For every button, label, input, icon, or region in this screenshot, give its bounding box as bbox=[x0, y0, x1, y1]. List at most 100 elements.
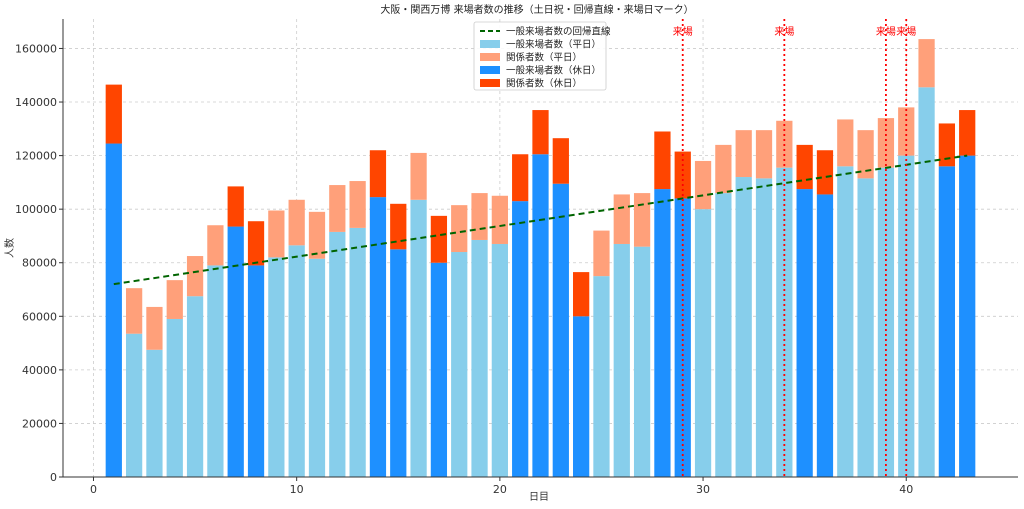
bar-related-weekday bbox=[877, 118, 895, 168]
bar-general-holiday bbox=[796, 189, 813, 477]
bar-related-holiday bbox=[390, 203, 407, 250]
bar-general-holiday bbox=[105, 143, 122, 477]
bar-general-holiday bbox=[552, 183, 569, 477]
bar-general-weekday bbox=[918, 87, 935, 477]
bar-general-holiday bbox=[573, 316, 590, 477]
y-tick-label: 160000 bbox=[15, 42, 57, 55]
tick-labels: 0 20000 40000 60000 80000 100000 120000 140000 1… bbox=[15, 42, 913, 496]
bar-related-weekday bbox=[451, 205, 468, 253]
bar-general-holiday bbox=[532, 154, 549, 477]
bar-general-holiday bbox=[654, 189, 671, 477]
y-tick-label: 140000 bbox=[15, 96, 57, 109]
bar-general-weekday bbox=[451, 252, 468, 477]
bar-related-holiday bbox=[938, 123, 956, 167]
y-tick-label: 0 bbox=[50, 471, 57, 484]
legend-label: 関係者数（平日） bbox=[506, 52, 582, 64]
bar-general-weekday bbox=[471, 239, 488, 477]
legend-swatch bbox=[480, 79, 500, 87]
bar-general-holiday bbox=[959, 155, 976, 477]
bars bbox=[105, 39, 976, 478]
bar-general-weekday bbox=[207, 265, 224, 477]
bar-general-weekday bbox=[410, 199, 427, 477]
bar-related-weekday bbox=[288, 199, 305, 246]
bar-general-weekday bbox=[593, 276, 610, 477]
x-tick-label: 20 bbox=[493, 483, 507, 496]
bar-general-holiday bbox=[247, 265, 265, 477]
regression-layer bbox=[113, 154, 968, 286]
visit-marker-label: 来場 bbox=[876, 25, 896, 38]
bar-related-weekday bbox=[268, 210, 285, 258]
legend-swatch bbox=[480, 66, 500, 74]
bar-related-weekday bbox=[186, 256, 204, 297]
bar-general-weekday bbox=[186, 296, 204, 477]
y-tick-label: 100000 bbox=[15, 203, 57, 216]
bar-general-weekday bbox=[755, 178, 773, 477]
bar-related-weekday bbox=[918, 39, 935, 88]
bar-general-weekday bbox=[491, 243, 508, 477]
bar-general-holiday bbox=[430, 262, 448, 477]
bar-related-weekday bbox=[410, 152, 427, 200]
bar-related-holiday bbox=[247, 221, 265, 266]
bar-related-holiday bbox=[816, 150, 834, 195]
bar-general-weekday bbox=[715, 193, 732, 477]
bar-general-weekday bbox=[288, 245, 305, 477]
bar-general-weekday bbox=[308, 258, 326, 477]
bar-general-weekday bbox=[837, 166, 854, 477]
legend-label: 一般来場者数（休日） bbox=[506, 65, 601, 77]
legend-box bbox=[473, 21, 607, 91]
bar-general-weekday bbox=[166, 318, 183, 477]
bar-related-holiday bbox=[573, 272, 590, 317]
bar-related-weekday bbox=[633, 193, 651, 247]
bar-related-weekday bbox=[491, 195, 508, 244]
bar-general-weekday bbox=[857, 178, 874, 477]
y-axis-label: 人数 bbox=[3, 238, 16, 258]
x-tick-label: 30 bbox=[696, 483, 710, 496]
y-tick-label: 40000 bbox=[22, 364, 57, 377]
bar-general-holiday bbox=[816, 194, 834, 478]
legend-swatch bbox=[480, 53, 500, 61]
visit-marker-label: 来場 bbox=[774, 25, 794, 38]
bar-general-weekday bbox=[633, 246, 651, 477]
bar-related-weekday bbox=[125, 288, 143, 334]
bar-general-weekday bbox=[349, 227, 366, 477]
bar-related-weekday bbox=[735, 130, 752, 178]
bar-related-holiday bbox=[512, 154, 529, 202]
bar-related-holiday bbox=[654, 131, 671, 190]
bar-related-weekday bbox=[349, 181, 366, 228]
bar-related-weekday bbox=[837, 119, 854, 167]
legend-label: 一般来場者数（平日） bbox=[506, 39, 601, 51]
bar-general-weekday bbox=[268, 257, 285, 477]
y-tick-label: 60000 bbox=[22, 310, 57, 323]
bar-general-holiday bbox=[674, 198, 691, 477]
bar-related-weekday bbox=[694, 160, 712, 210]
bar-related-holiday bbox=[959, 110, 976, 156]
bar-general-holiday bbox=[227, 226, 244, 477]
bar-related-weekday bbox=[857, 130, 874, 179]
bar-general-weekday bbox=[735, 177, 752, 478]
bar-related-holiday bbox=[552, 138, 569, 184]
bar-related-holiday bbox=[227, 186, 244, 227]
bar-related-weekday bbox=[471, 193, 488, 240]
bar-general-weekday bbox=[898, 155, 915, 477]
regression-line bbox=[113, 154, 968, 286]
x-axis-label: 日目 bbox=[529, 492, 549, 503]
visit-markers: 来場 来場 来場 来場 bbox=[673, 19, 916, 477]
bar-related-weekday bbox=[308, 211, 326, 259]
bar-general-holiday bbox=[369, 197, 387, 477]
legend: 一般来場者数の回帰直線一般来場者数（平日）関係者数（平日）一般来場者数（休日）関… bbox=[473, 21, 611, 91]
x-tick-label: 0 bbox=[90, 483, 97, 496]
bar-related-weekday bbox=[146, 306, 163, 350]
bar-related-weekday bbox=[613, 194, 630, 244]
y-tick-label: 80000 bbox=[22, 257, 57, 270]
x-tick-label: 10 bbox=[290, 483, 304, 496]
bar-related-weekday bbox=[715, 144, 732, 194]
bar-general-weekday bbox=[877, 167, 895, 478]
bar-related-weekday bbox=[898, 107, 915, 156]
bar-general-weekday bbox=[329, 231, 346, 477]
x-tick-label: 40 bbox=[899, 483, 913, 496]
bar-related-holiday bbox=[796, 144, 813, 190]
bar-related-holiday bbox=[430, 215, 448, 263]
bar-related-holiday bbox=[532, 110, 549, 155]
y-tick-label: 20000 bbox=[22, 417, 57, 430]
legend-label: 関係者数（休日） bbox=[506, 78, 582, 90]
